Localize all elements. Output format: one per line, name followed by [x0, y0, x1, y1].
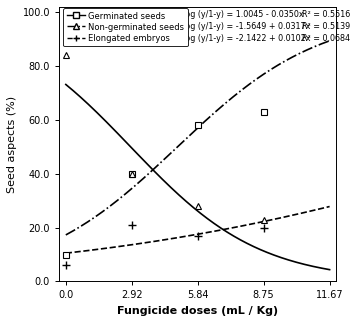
Y-axis label: Seed aspects (%): Seed aspects (%) [7, 96, 17, 193]
Text: Log (y/1-y) = -1.5649 + 0.0317x: Log (y/1-y) = -1.5649 + 0.0317x [181, 22, 311, 31]
Text: R² = 0.0684: R² = 0.0684 [302, 34, 350, 43]
X-axis label: Fungicide doses (mL / Kg): Fungicide doses (mL / Kg) [117, 306, 278, 316]
Text: R² = 0.5516: R² = 0.5516 [302, 10, 350, 19]
Text: Log (y/1-y) = -2.1422 + 0.0102x: Log (y/1-y) = -2.1422 + 0.0102x [181, 34, 311, 43]
Legend: Germinated seeds, Non-germinated seeds, Elongated embryos: Germinated seeds, Non-germinated seeds, … [63, 8, 187, 46]
Text: Log (y/1-y) = 1.0045 - 0.0350x: Log (y/1-y) = 1.0045 - 0.0350x [181, 10, 304, 19]
Text: R² = 0.5139: R² = 0.5139 [302, 22, 350, 31]
